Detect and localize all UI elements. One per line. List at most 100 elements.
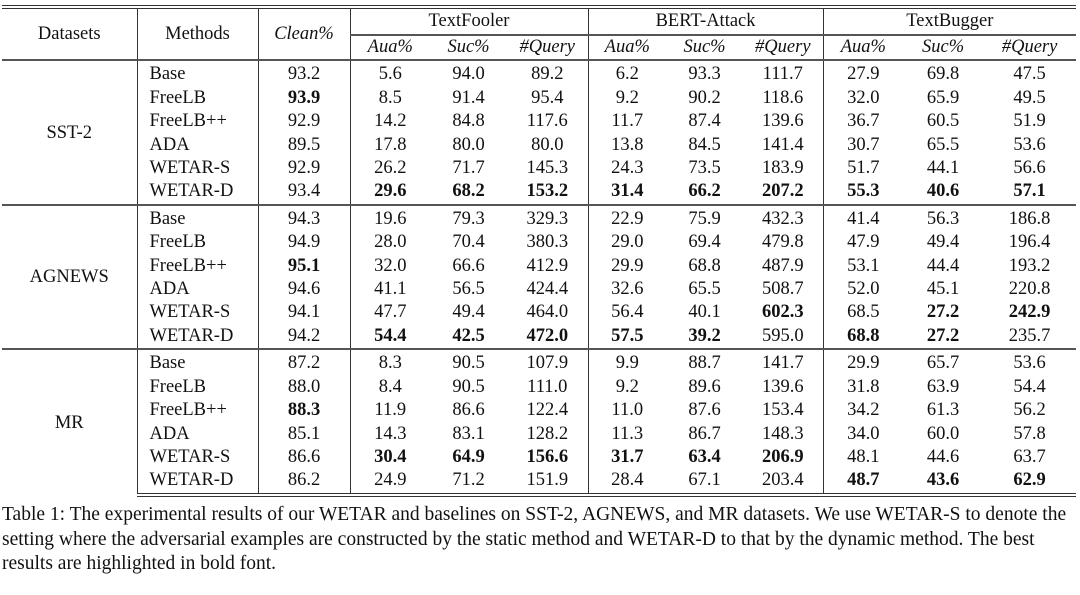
metric-value: 30.7	[847, 134, 880, 155]
metric-value: 141.7	[743, 348, 824, 376]
metric-value: 24.3	[611, 158, 644, 179]
metric-value: 86.7	[688, 423, 721, 444]
metric-value: 95.4	[507, 86, 589, 111]
clean-value: 94.6	[258, 278, 351, 302]
subheader-label: #Query	[519, 37, 575, 57]
metric-value: 207.2	[743, 180, 824, 205]
table-row: FreeLB++ 95.1 32.0 66.6 412.9 29.9 68.8 487.9 53…	[2, 254, 1076, 279]
metric-value: 34.2	[847, 400, 880, 421]
metric-value: 56.4	[611, 302, 644, 323]
metric-value: 47.5	[1013, 64, 1046, 85]
metric-value: 11.9	[374, 400, 407, 421]
metric-value: 67.1	[666, 469, 744, 497]
metric-value: 432.3	[743, 203, 824, 232]
metric-value: 196.4	[1008, 232, 1051, 253]
metric-value: 56.6	[1013, 158, 1046, 179]
header-datasets: Datasets	[2, 4, 138, 62]
clean-value: 85.1	[258, 422, 351, 446]
metric-value: 56.5	[452, 279, 485, 300]
metric-value: 44.1	[926, 158, 960, 179]
subheader-query: #Query	[743, 35, 824, 62]
metric-value: 14.2	[374, 111, 407, 132]
metric-value: 27.9	[847, 64, 880, 85]
clean-value: 93.9	[258, 86, 351, 111]
metric-value: 60.0	[926, 423, 960, 444]
method-name: ADA	[137, 422, 259, 446]
metric-value: 44.6	[926, 446, 960, 467]
metric-value: 30.4	[374, 446, 407, 467]
metric-value: 65.5	[926, 134, 960, 155]
metric-value: 48.7	[823, 469, 904, 497]
clean-value: 88.3	[258, 399, 351, 423]
metric-value: 206.9	[743, 445, 824, 470]
metric-value: 424.4	[507, 278, 589, 302]
metric-value: 63.9	[926, 376, 960, 397]
metric-value: 36.7	[847, 111, 880, 132]
metric-value: 88.7	[666, 348, 744, 376]
metric-value: 14.3	[374, 423, 407, 444]
metric-value: 118.6	[743, 86, 824, 111]
metric-value: 11.3	[611, 423, 644, 444]
metric-value: 27.2	[926, 302, 960, 323]
metric-value: 156.6	[507, 445, 589, 470]
header-clean-label: Clean%	[274, 23, 334, 44]
metric-value: 65.5	[688, 279, 721, 300]
metric-value: 111.0	[507, 375, 589, 400]
metric-value: 49.4	[452, 302, 485, 323]
table-row: MR Base 87.2 8.3 90.5 107.9 9.9 88.7 141.7 29.9 65…	[2, 348, 1077, 495]
subheader-query: #Query	[983, 35, 1077, 62]
metric-value: 40.1	[688, 302, 721, 323]
metric-value: 139.6	[743, 110, 824, 134]
metric-value: 54.4	[374, 325, 407, 346]
metric-value: 39.2	[688, 325, 721, 346]
metric-value: 117.6	[507, 110, 589, 134]
metric-value: 89.6	[688, 376, 721, 397]
metric-value: 183.9	[743, 157, 824, 181]
method-name: FreeLB++	[137, 399, 259, 423]
metric-value: 43.6	[903, 469, 984, 497]
table-row: ADA 94.6 41.1 56.5 424.4 32.6 65.5 508.7 52.0 45.…	[2, 278, 1076, 302]
metric-value: 53.1	[847, 255, 880, 276]
metric-value: 203.4	[743, 469, 824, 497]
clean-value: 94.2	[258, 324, 351, 350]
metric-value: 57.1	[1013, 181, 1046, 202]
metric-value: 31.7	[611, 446, 644, 467]
metric-value: 79.3	[430, 203, 507, 232]
metric-value: 87.4	[688, 111, 721, 132]
metric-value: 48.1	[847, 446, 880, 467]
metric-value: 31.8	[847, 376, 880, 397]
metric-value: 29.9	[823, 348, 904, 376]
metric-value: 57.8	[1013, 423, 1046, 444]
metric-value: 89.2	[507, 60, 589, 87]
table-row: WETAR-D 86.2 24.9 71.2 151.9 28.4 67.1 203.4 48.…	[2, 469, 1077, 497]
metric-value: 47.9	[847, 232, 880, 253]
subheader-suc: Suc%	[903, 35, 984, 62]
metric-value: 508.7	[743, 278, 824, 302]
metric-value: 32.6	[611, 279, 644, 300]
metric-value: 66.6	[452, 255, 485, 276]
metric-value: 68.5	[847, 302, 880, 323]
metric-value: 54.4	[1013, 376, 1046, 397]
metric-value: 55.3	[847, 181, 880, 202]
metric-value: 5.6	[378, 64, 402, 85]
metric-value: 186.8	[983, 203, 1077, 232]
table-caption: Table 1: The experimental results of our…	[2, 504, 1067, 574]
table-row: FreeLB 88.0 8.4 90.5 111.0 9.2 89.6 139.6 31.8 63…	[2, 375, 1076, 400]
subheader-label: Aua%	[367, 37, 413, 57]
metric-value: 70.4	[452, 232, 485, 253]
metric-value: 148.3	[743, 422, 824, 446]
method-name: ADA	[137, 133, 259, 158]
metric-value: 91.4	[452, 87, 485, 108]
method-name: WETAR-D	[137, 180, 259, 205]
metric-value: 53.6	[983, 348, 1077, 376]
metric-value: 8.5	[378, 87, 402, 108]
metric-value: 66.2	[688, 181, 721, 202]
method-name: FreeLB++	[137, 110, 259, 134]
dataset-name: MR	[2, 348, 138, 495]
method-name: ADA	[137, 278, 259, 302]
header-textfooler: TextFooler	[350, 5, 589, 36]
metric-value: 65.7	[903, 348, 984, 376]
metric-value: 153.2	[507, 180, 589, 205]
subheader-label: #Query	[755, 37, 811, 57]
method-name: FreeLB	[137, 375, 259, 400]
